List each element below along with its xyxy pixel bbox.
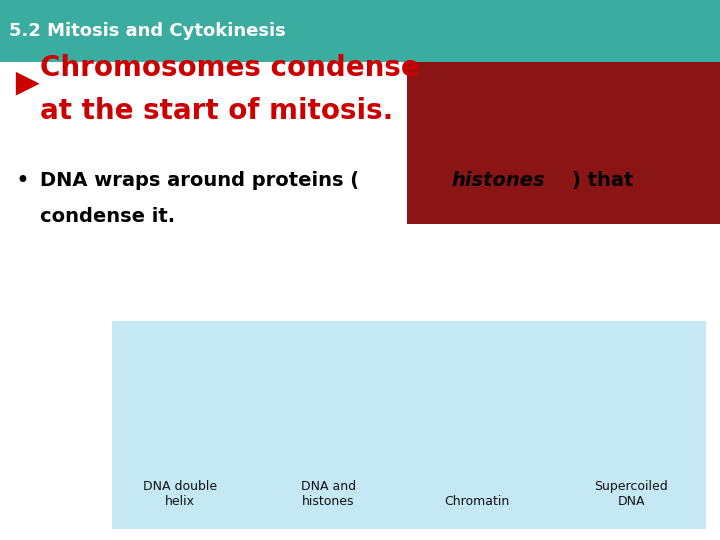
Text: at the start of mitosis.: at the start of mitosis. <box>40 97 393 125</box>
Text: DNA and
histones: DNA and histones <box>301 480 356 508</box>
Text: •: • <box>16 169 30 193</box>
FancyBboxPatch shape <box>0 0 720 62</box>
Text: Chromatin: Chromatin <box>444 495 510 508</box>
Text: 5.2 Mitosis and Cytokinesis: 5.2 Mitosis and Cytokinesis <box>9 22 285 40</box>
Text: ) that: ) that <box>572 171 634 191</box>
Text: condense it.: condense it. <box>40 206 175 226</box>
Text: histones: histones <box>451 171 545 191</box>
Text: Chromosomes condense: Chromosomes condense <box>40 53 419 82</box>
FancyBboxPatch shape <box>407 62 720 224</box>
FancyBboxPatch shape <box>112 321 706 529</box>
Text: DNA wraps around proteins (: DNA wraps around proteins ( <box>40 171 359 191</box>
Text: Supercoiled
DNA: Supercoiled DNA <box>595 480 668 508</box>
Text: DNA double
helix: DNA double helix <box>143 480 217 508</box>
Polygon shape <box>16 72 40 96</box>
